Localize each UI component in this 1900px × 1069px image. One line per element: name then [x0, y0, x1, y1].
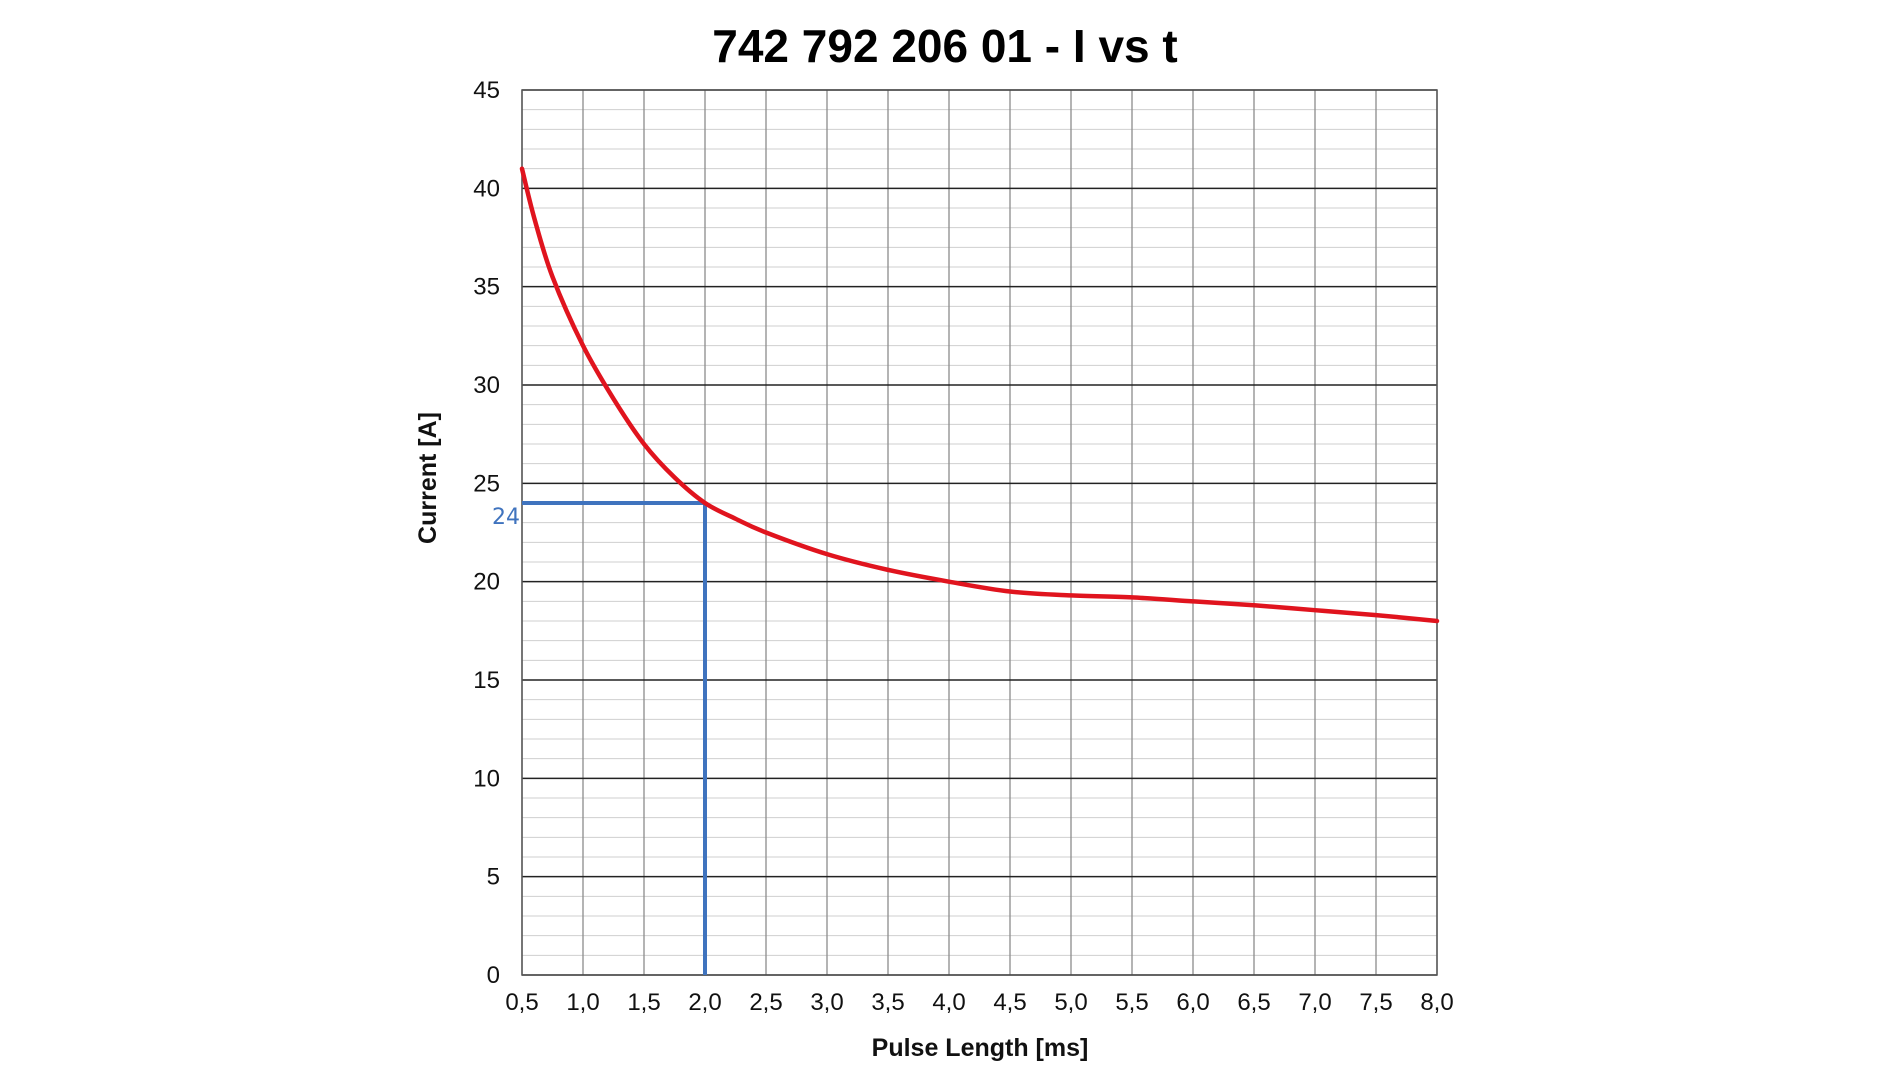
y-tick-labels: 0 5 10 15 20 25 30 35 40 45	[473, 77, 500, 989]
y-tick-label: 20	[473, 569, 500, 596]
y-tick-label: 30	[473, 372, 500, 399]
y-tick-label: 40	[473, 175, 500, 202]
x-tick-label: 3,0	[810, 989, 843, 1016]
x-tick-label: 6,5	[1237, 989, 1270, 1016]
y-tick-label: 45	[473, 77, 500, 104]
series-line-0	[519, 166, 1440, 624]
x-tick-label: 4,0	[932, 989, 965, 1016]
y-tick-label: 15	[473, 667, 500, 694]
major-gridlines	[521, 89, 1438, 976]
x-tick-label: 7,0	[1298, 989, 1331, 1016]
x-tick-label: 8,0	[1420, 989, 1453, 1016]
x-tick-label: 1,5	[627, 989, 660, 1016]
minor-gridlines	[522, 109, 1437, 956]
x-tick-label: 1,0	[566, 989, 599, 1016]
x-axis-title: Pulse Length [ms]	[872, 1034, 1089, 1062]
x-tick-label: 0,5	[505, 989, 538, 1016]
x-tick-label: 3,5	[871, 989, 904, 1016]
chart-title: 742 792 206 01 - I vs t	[712, 20, 1177, 72]
plot-frame	[521, 89, 1438, 976]
plot-border	[521, 89, 1438, 976]
annotation-label: 24	[492, 505, 520, 530]
x-tick-labels: 0,5 1,0 1,5 2,0 2,5 3,0 3,5 4,0 4,5 5,0 5,5 6,0 6,5 7…	[505, 989, 1453, 1016]
annotation-group: 24	[492, 501, 707, 975]
y-tick-label: 0	[487, 962, 500, 989]
x-tick-label: 5,5	[1115, 989, 1148, 1016]
y-tick-label: 25	[473, 470, 500, 497]
x-tick-label: 6,0	[1176, 989, 1209, 1016]
x-tick-label: 2,0	[688, 989, 721, 1016]
y-tick-label: 10	[473, 765, 500, 792]
series-group	[519, 166, 1440, 624]
x-tick-label: 4,5	[993, 989, 1026, 1016]
y-tick-label: 35	[473, 274, 500, 301]
x-tick-label: 5,0	[1054, 989, 1087, 1016]
x-tick-label: 7,5	[1359, 989, 1392, 1016]
y-axis-title: Current [A]	[414, 412, 442, 544]
x-tick-label: 2,5	[749, 989, 782, 1016]
y-tick-label: 5	[487, 864, 500, 891]
